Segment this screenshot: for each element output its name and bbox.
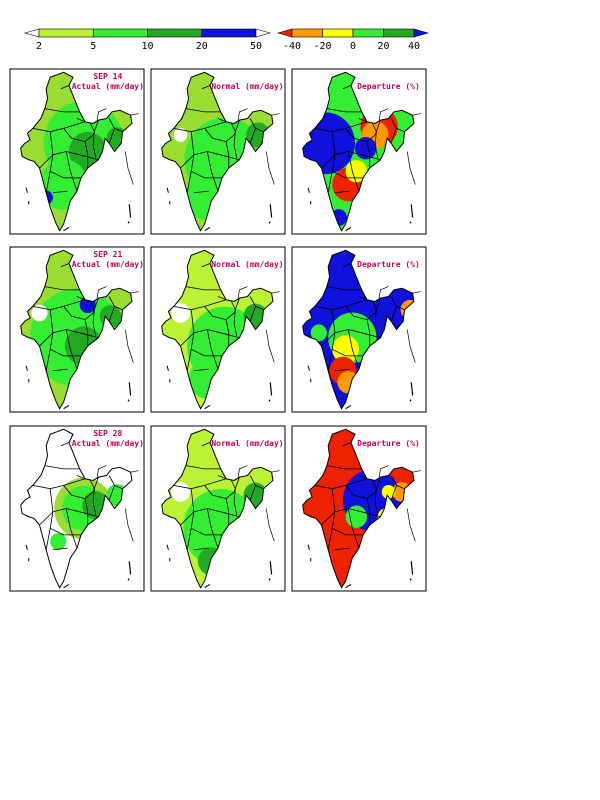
rainfall-region (310, 324, 327, 342)
legend-departure-tick-label: 0 (350, 41, 356, 52)
panel-title: Normal (mm/day) (211, 260, 283, 269)
rainfall-region (171, 303, 190, 323)
panel-title: Normal (mm/day) (211, 82, 283, 91)
india-outline (162, 250, 273, 408)
legend-actual-tick-label: 50 (250, 41, 262, 52)
legend-departure-swatch (291, 28, 323, 38)
legend-departure-swatch (413, 28, 430, 38)
legend-actual-swatch (255, 28, 272, 38)
panel-title: Departure (%) (357, 260, 420, 269)
map-panel-normal: Normal (mm/day) (151, 426, 285, 591)
india-outline (21, 72, 132, 230)
panel-title: Departure (%) (357, 82, 420, 91)
panel-title: Normal (mm/day) (211, 439, 283, 448)
map-panel-normal: Normal (mm/day) (151, 69, 285, 234)
map-panel-departure: Departure (%) (292, 69, 426, 234)
panel-title: Departure (%) (357, 439, 420, 448)
panel-date-label: SEP 14 (93, 72, 122, 81)
legend-departure-swatch (322, 28, 354, 38)
panel-title: Actual (mm/day) (72, 82, 144, 91)
legend-departure-swatch (276, 28, 293, 38)
rainfall-region (173, 127, 188, 143)
rainfall-region (171, 482, 190, 502)
india-outline (162, 72, 273, 230)
panel-title: Actual (mm/day) (72, 260, 144, 269)
rainfall-region (31, 304, 48, 322)
legend-actual: 2 5 10 20 50 (23, 28, 272, 52)
rainfall-region (381, 484, 396, 500)
rainfall-region (354, 136, 377, 160)
legend-departure-tick-label: 40 (408, 41, 420, 52)
panel-date-label: SEP 21 (93, 250, 122, 259)
map-panel-departure: Departure (%) (292, 247, 426, 412)
legend-actual-swatch (38, 28, 94, 38)
map-panel-departure: Departure (%) (292, 426, 426, 591)
legend-actual-tick-label: 2 (36, 41, 42, 52)
india-outline (303, 429, 414, 587)
legend-departure: -40 -20 0 20 40 (276, 28, 430, 52)
legend-departure-swatch (383, 28, 415, 38)
legend-actual-tick-label: 5 (90, 41, 96, 52)
india-outline (21, 250, 132, 408)
map-panel-normal: Normal (mm/day) (151, 247, 285, 412)
legend-departure-swatch (352, 28, 384, 38)
india-outline (303, 72, 414, 230)
legend-actual-tick-label: 20 (196, 41, 208, 52)
legend-actual-swatch (23, 28, 40, 38)
legend-departure-tick-label: -20 (313, 41, 331, 52)
panel-title: Actual (mm/day) (72, 439, 144, 448)
legend-departure-tick-label: -40 (283, 41, 301, 52)
india-outline (162, 429, 273, 587)
india-outline (21, 429, 132, 587)
india-outline (303, 250, 414, 408)
legend-departure-tick-label: 20 (377, 41, 389, 52)
rainfall-region (50, 533, 67, 550)
legend-actual-swatch (147, 28, 203, 38)
legend-actual-tick-label: 10 (141, 41, 153, 52)
rainfall-region (332, 335, 359, 364)
panel-date-label: SEP 28 (93, 429, 122, 438)
legend-actual-swatch (92, 28, 148, 38)
legend-actual-swatch (201, 28, 257, 38)
